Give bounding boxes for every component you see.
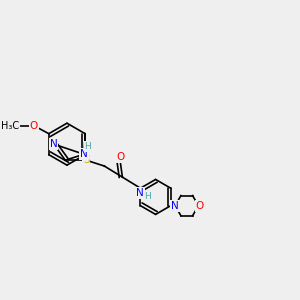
Text: N: N	[136, 188, 144, 198]
Text: O: O	[196, 201, 204, 211]
Text: O: O	[116, 152, 124, 162]
Text: N: N	[80, 149, 88, 159]
Text: N: N	[171, 201, 179, 211]
Text: N: N	[50, 139, 58, 149]
Text: S: S	[83, 155, 90, 165]
Text: H: H	[144, 192, 151, 201]
Text: O: O	[29, 121, 38, 130]
Text: H: H	[84, 142, 91, 151]
Text: H₃C: H₃C	[1, 121, 20, 130]
